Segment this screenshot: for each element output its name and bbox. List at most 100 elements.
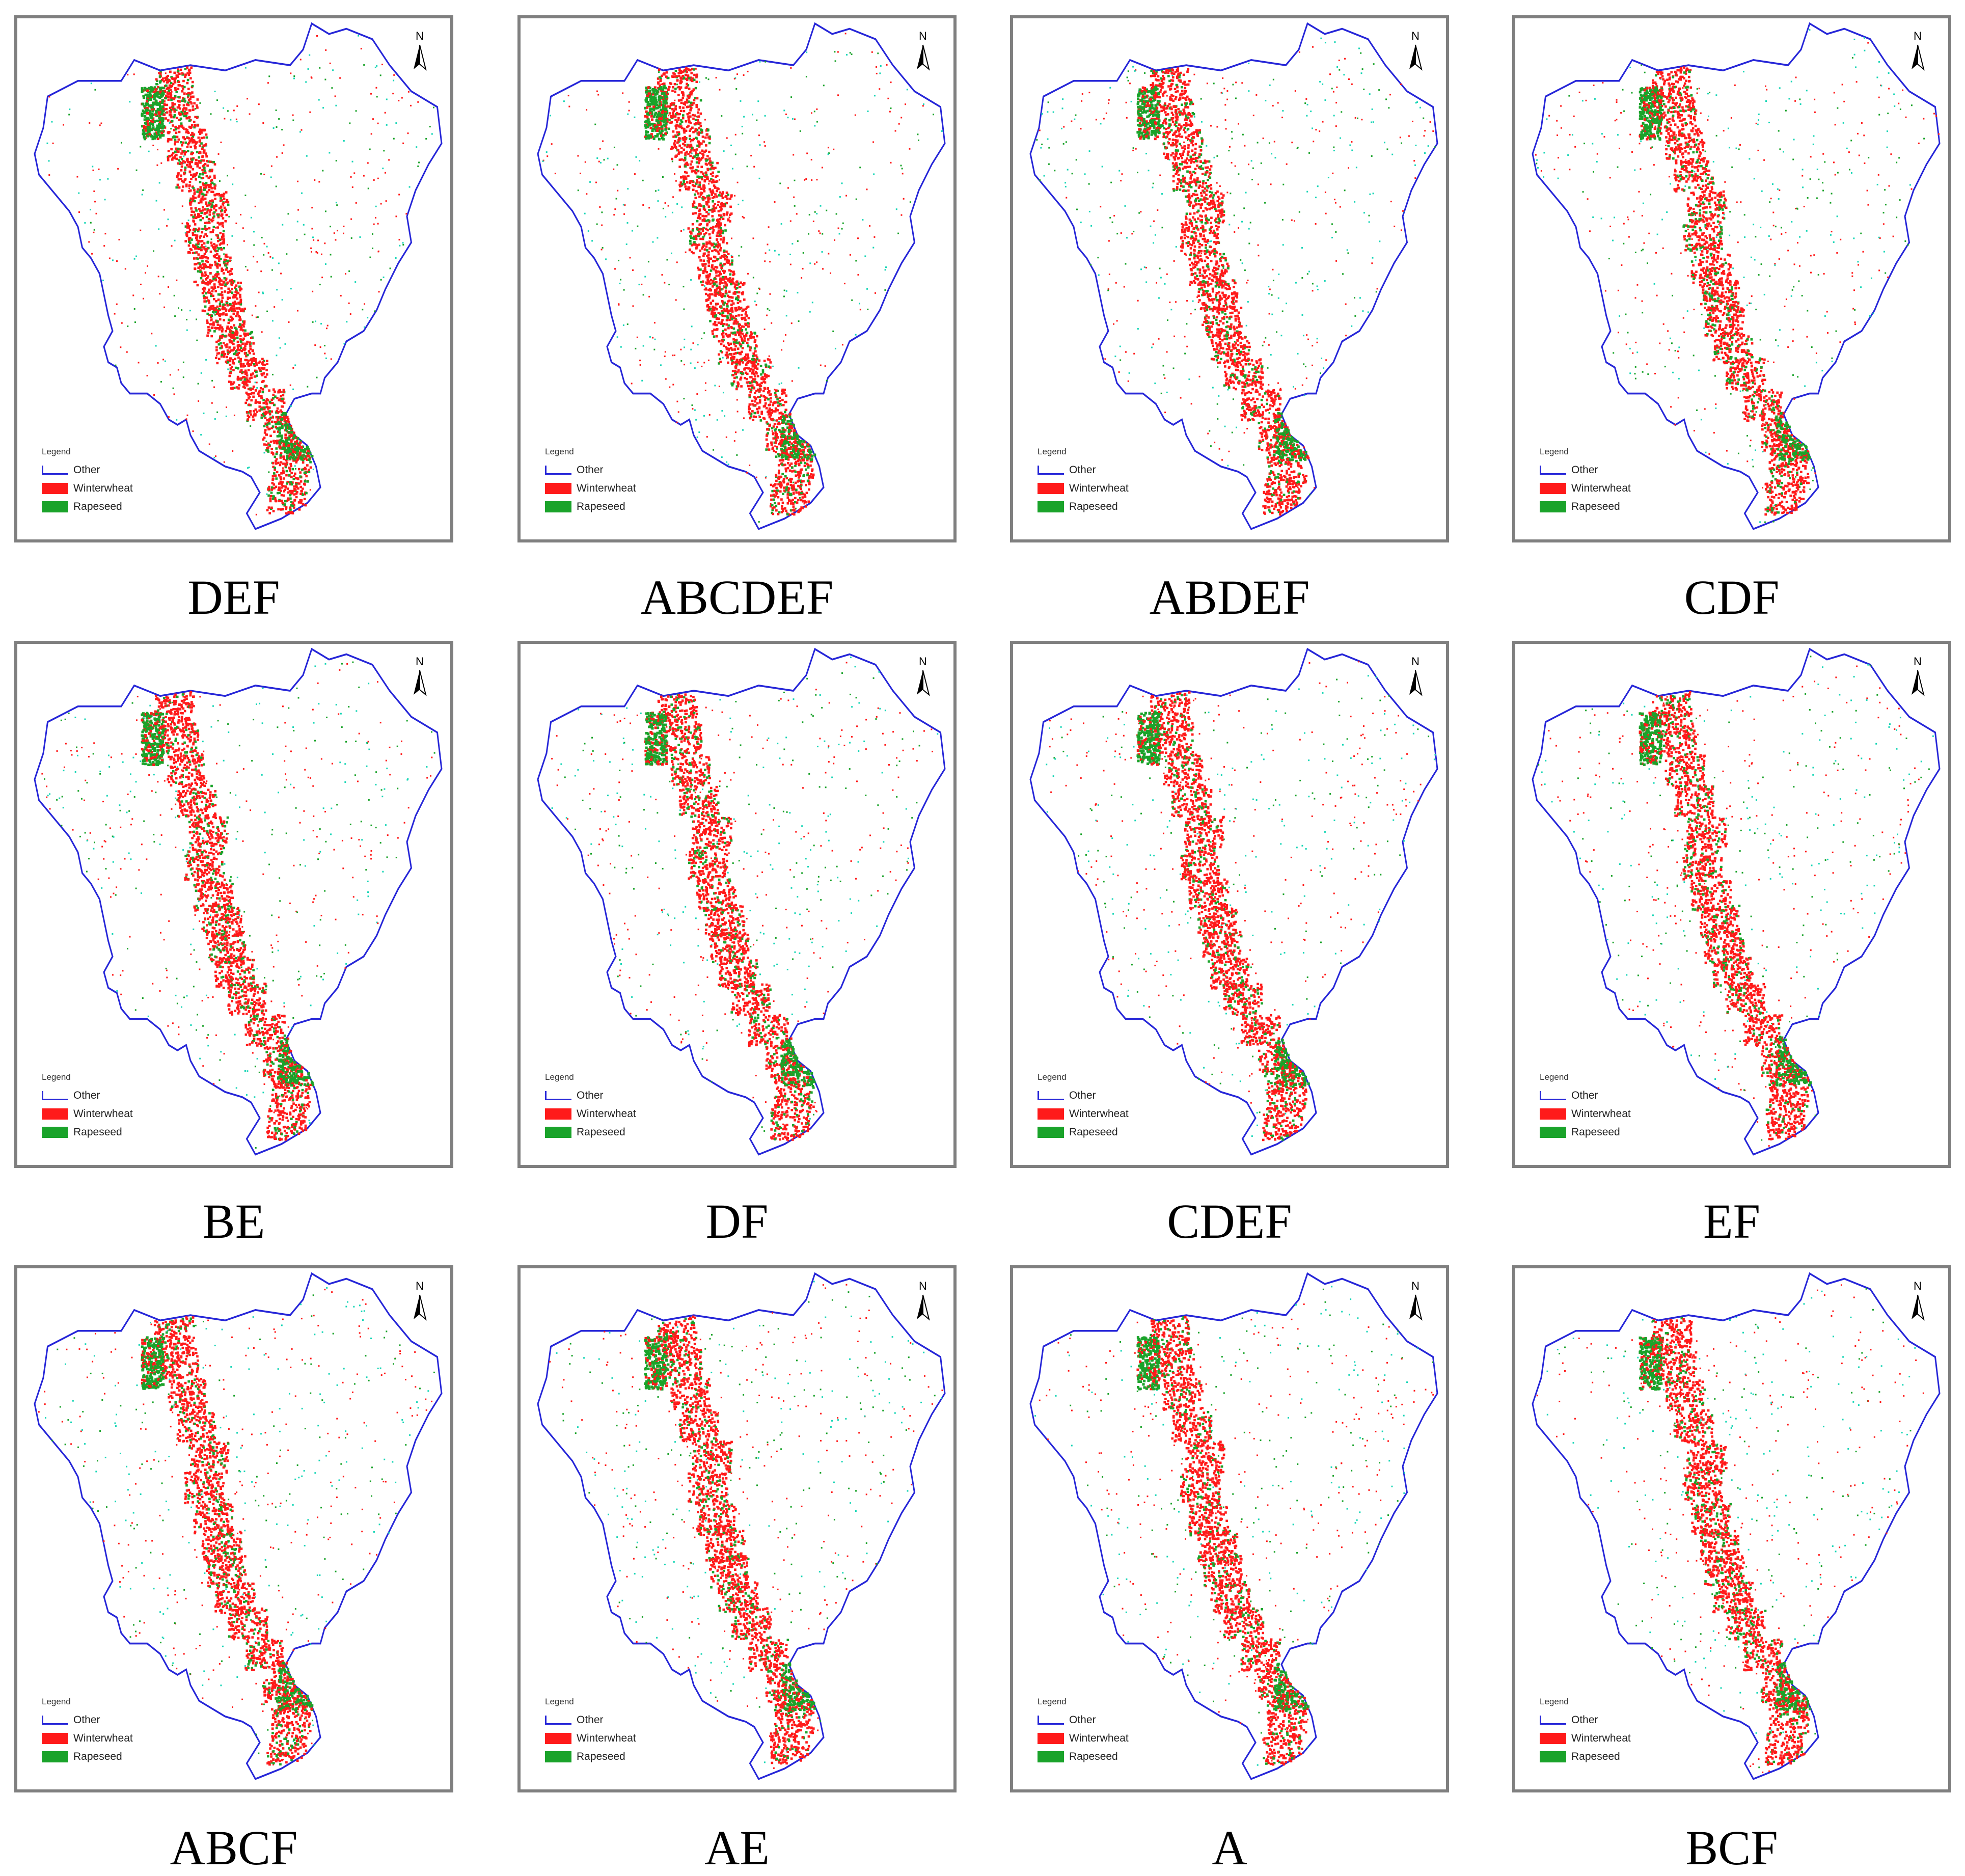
legend-label: Other [73, 1714, 100, 1726]
north-label: N [404, 1280, 435, 1293]
north-arrow-icon: N [1902, 655, 1933, 711]
legend-swatch [1038, 1733, 1064, 1744]
crop-map [537, 647, 946, 1156]
legend-item: Winterwheat [1540, 1105, 1631, 1123]
legend-item: Winterwheat [545, 1105, 636, 1123]
legend-swatch [42, 1751, 68, 1762]
crop-pixels [1535, 29, 1940, 523]
legend-title: Legend [1540, 447, 1631, 457]
panel-caption: AE [518, 1824, 956, 1872]
region-boundary [537, 647, 946, 1156]
legend-swatch [1540, 466, 1566, 475]
legend-title: Legend [42, 1697, 133, 1707]
north-arrow-icon: N [404, 1280, 435, 1336]
north-label: N [1400, 1280, 1431, 1293]
legend-label: Rapeseed [1571, 1126, 1620, 1138]
crop-pixels [1036, 37, 1436, 516]
legend-label: Winterwheat [577, 1732, 636, 1745]
north-arrow-icon: N [908, 1280, 938, 1336]
legend-item: Other [1038, 1711, 1129, 1729]
crop-map [537, 22, 946, 530]
legend-swatch [545, 1108, 571, 1120]
legend-label: Rapeseed [1571, 1751, 1620, 1763]
legend-title: Legend [1038, 1697, 1129, 1707]
legend-swatch [545, 1751, 571, 1762]
legend-label: Rapeseed [1069, 1126, 1118, 1138]
legend-label: Other [73, 1090, 100, 1102]
map-panel: N Legend Other Winterwheat Rapeseed [517, 1265, 957, 1792]
legend-item: Winterwheat [1038, 1105, 1129, 1123]
legend-title: Legend [1038, 447, 1129, 457]
legend-swatch [1038, 1751, 1064, 1762]
legend-label: Other [73, 464, 100, 476]
crop-map [34, 22, 443, 530]
legend-label: Other [1571, 1714, 1598, 1726]
legend-swatch [1038, 501, 1064, 512]
region-boundary [1029, 22, 1438, 530]
legend-label: Winterwheat [1571, 1732, 1631, 1745]
panel-caption: BCF [1513, 1824, 1951, 1872]
legend-label: Winterwheat [1571, 482, 1631, 495]
legend-swatch [1540, 1716, 1566, 1725]
legend-swatch [1038, 1127, 1064, 1138]
legend-item: Winterwheat [545, 479, 636, 498]
legend-item: Other [1038, 461, 1129, 479]
map-legend: Legend Other Winterwheat Rapeseed [545, 1697, 636, 1766]
legend-swatch [1540, 1091, 1566, 1100]
legend-label: Rapeseed [73, 1751, 122, 1763]
legend-title: Legend [42, 447, 133, 457]
map-panel: N Legend Other Winterwheat Rapeseed [1010, 1265, 1449, 1792]
map-legend: Legend Other Winterwheat Rapeseed [42, 1072, 133, 1141]
region-boundary [1532, 1272, 1941, 1780]
north-arrow-icon: N [908, 30, 938, 86]
legend-swatch [42, 483, 68, 494]
map-legend: Legend Other Winterwheat Rapeseed [1038, 1072, 1129, 1141]
legend-swatch [545, 1733, 571, 1744]
legend-item: Rapeseed [1540, 1123, 1631, 1141]
legend-swatch [545, 466, 571, 475]
legend-label: Rapeseed [73, 501, 122, 513]
legend-item: Rapeseed [545, 1123, 636, 1141]
north-arrow-icon: N [1400, 655, 1431, 711]
north-label: N [1902, 655, 1933, 668]
legend-item: Other [545, 1086, 636, 1105]
crop-map [1029, 1272, 1438, 1780]
legend-label: Other [1571, 464, 1598, 476]
legend-item: Rapeseed [1038, 498, 1129, 516]
legend-title: Legend [42, 1072, 133, 1082]
map-panel: N Legend Other Winterwheat Rapeseed [1010, 641, 1449, 1168]
legend-item: Rapeseed [545, 1748, 636, 1766]
legend-label: Other [1571, 1090, 1598, 1102]
legend-item: Other [1038, 1086, 1129, 1105]
legend-item: Other [545, 1711, 636, 1729]
legend-item: Rapeseed [42, 1748, 133, 1766]
legend-swatch [42, 1716, 68, 1725]
legend-title: Legend [545, 1697, 636, 1707]
map-panel: N Legend Other Winterwheat Rapeseed [14, 1265, 453, 1792]
legend-title: Legend [1038, 1072, 1129, 1082]
legend-item: Rapeseed [1038, 1748, 1129, 1766]
north-arrow-icon: N [404, 30, 435, 86]
north-label: N [404, 655, 435, 668]
region-boundary [537, 22, 946, 530]
legend-item: Winterwheat [42, 1105, 133, 1123]
region-boundary [34, 22, 443, 530]
legend-label: Winterwheat [73, 1732, 133, 1745]
map-panel: N Legend Other Winterwheat Rapeseed [1512, 641, 1951, 1168]
legend-item: Winterwheat [1540, 479, 1631, 498]
region-boundary [1029, 1272, 1438, 1780]
north-label: N [908, 1280, 938, 1293]
north-label: N [1400, 30, 1431, 43]
north-arrow-icon: N [404, 655, 435, 711]
north-label: N [1902, 1280, 1933, 1293]
legend-item: Rapeseed [1540, 498, 1631, 516]
legend-swatch [42, 1127, 68, 1138]
region-boundary [34, 647, 443, 1156]
map-legend: Legend Other Winterwheat Rapeseed [545, 447, 636, 516]
legend-item: Winterwheat [42, 479, 133, 498]
legend-swatch [1540, 1751, 1566, 1762]
panel-caption: CDF [1513, 573, 1951, 622]
panel-caption: ABCF [15, 1824, 453, 1872]
legend-item: Rapeseed [1540, 1748, 1631, 1766]
legend-label: Rapeseed [577, 1751, 625, 1763]
